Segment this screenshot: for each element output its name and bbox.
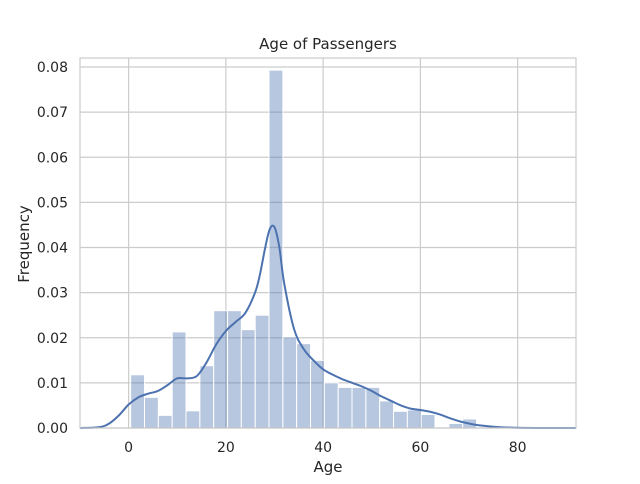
y-tick-label: 0.07: [37, 105, 68, 121]
histogram-bar: [351, 386, 367, 429]
x-tick-label: 40: [314, 440, 332, 456]
y-tick-label: 0.01: [37, 376, 68, 392]
histogram-bar: [323, 382, 339, 429]
y-tick-label: 0.06: [37, 150, 68, 166]
histogram-bar: [268, 69, 284, 429]
y-tick-label: 0.04: [37, 241, 68, 257]
histogram-bar: [254, 314, 270, 429]
histogram-bars: [130, 69, 478, 429]
histogram-bar: [448, 422, 464, 429]
histogram-bar: [282, 336, 298, 429]
histogram-bar: [420, 413, 436, 429]
histogram-bar: [157, 414, 173, 429]
chart-title: Age of Passengers: [259, 35, 397, 53]
histogram-bar: [310, 359, 325, 429]
histogram-bar: [213, 310, 229, 429]
x-axis-label: Age: [313, 458, 342, 476]
y-tick-label: 0.03: [37, 286, 68, 302]
plot-frame: [79, 57, 577, 429]
histogram-bar: [337, 386, 353, 429]
histogram-bar: [185, 410, 201, 429]
x-tick-label: 20: [217, 440, 235, 456]
kde-curve-group: [79, 224, 576, 430]
y-tick-label: 0.08: [37, 60, 68, 76]
histogram-bar: [406, 409, 422, 429]
tick-labels: 0 20 40 60 80 0.00 0.01 0.02 0.03 0.04 0.05 0.06 0.0…: [37, 60, 527, 456]
histogram-bar: [240, 329, 256, 429]
histogram-bar: [379, 400, 395, 429]
x-tick-label: 0: [124, 440, 133, 456]
histogram-bar: [393, 410, 408, 429]
kde-line: [79, 224, 576, 430]
y-tick-label: 0.02: [37, 331, 68, 347]
x-tick-label: 80: [509, 440, 527, 456]
y-tick-label: 0.00: [37, 421, 68, 437]
y-tick-label: 0.05: [37, 195, 68, 211]
y-axis-label: Frequency: [15, 205, 33, 283]
histogram-bar: [144, 396, 159, 429]
x-tick-label: 60: [411, 440, 429, 456]
histogram-bar: [199, 365, 215, 429]
